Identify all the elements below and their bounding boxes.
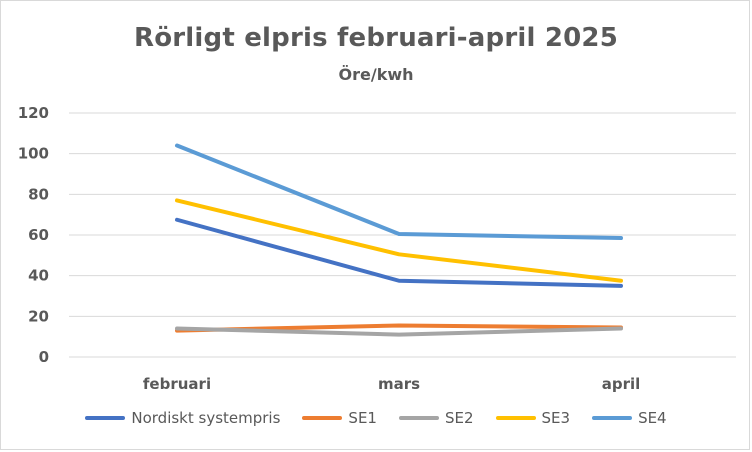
y-tick-label: 100	[18, 145, 49, 163]
y-tick-label: 80	[28, 185, 49, 203]
legend-item: SE3	[495, 409, 571, 427]
legend-label: Nordiskt systempris	[131, 409, 281, 427]
series-line-se4	[175, 143, 623, 241]
legend-item: SE4	[592, 409, 667, 427]
legend: Nordiskt systempris SE1 SE2 SE3 SE4	[1, 409, 751, 427]
series-line-nordiskt-systempris	[175, 217, 623, 288]
y-tick-label: 60	[28, 226, 49, 244]
legend-item: SE1	[302, 409, 377, 427]
x-tick-label: april	[602, 375, 641, 393]
x-tick-label: februari	[143, 375, 211, 393]
y-tick-label: 20	[28, 307, 49, 325]
y-axis-ticks: 0 20 40 60 80 100 120	[18, 104, 49, 366]
legend-swatch	[592, 416, 633, 420]
y-tick-label: 40	[28, 267, 49, 285]
x-tick-label: mars	[378, 375, 420, 393]
y-tick-label: 0	[39, 348, 49, 366]
series-line-se2	[175, 326, 623, 337]
gridlines	[69, 112, 736, 358]
chart-title: Rörligt elpris februari-april 2025	[133, 23, 619, 53]
legend-swatch	[398, 416, 439, 420]
legend-label: SE2	[444, 409, 474, 427]
series-lines	[175, 143, 623, 337]
series-line-se3	[175, 198, 623, 283]
chart-subtitle: Öre/kwh	[338, 65, 414, 84]
legend-label: SE4	[638, 409, 667, 427]
legend-swatch	[495, 416, 536, 420]
y-tick-label: 120	[18, 104, 49, 122]
legend-label: SE1	[348, 409, 377, 427]
x-axis-ticks: februari mars april	[143, 375, 640, 393]
legend-item: SE2	[398, 409, 474, 427]
legend-swatch	[85, 416, 126, 420]
legend-item: Nordiskt systempris	[85, 409, 280, 427]
legend-swatch	[302, 416, 343, 420]
legend-label: SE3	[541, 409, 571, 427]
